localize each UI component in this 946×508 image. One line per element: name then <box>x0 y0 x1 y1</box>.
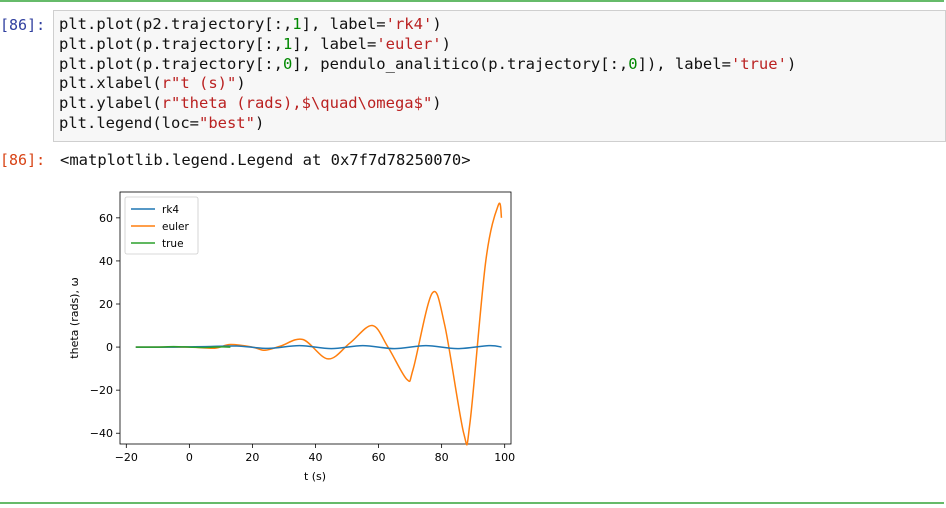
code-line[interactable]: plt.plot(p2.trajectory[:,1], label='rk4'… <box>59 15 941 35</box>
x-tick-label: 60 <box>372 451 386 464</box>
code-token: ) <box>786 54 797 73</box>
code-token: ]), label= <box>637 54 731 73</box>
x-tick-label: −20 <box>115 451 138 464</box>
code-line[interactable]: plt.ylabel(r"theta (rads),$\quad\omega$"… <box>59 94 941 114</box>
code-token: ], pendulo_analitico(p.trajectory[:, <box>292 54 629 73</box>
y-tick-label: 0 <box>106 341 113 354</box>
output-text: <matplotlib.legend.Legend at 0x7f7d78250… <box>60 151 471 169</box>
code-line[interactable]: plt.plot(p.trajectory[:,0], pendulo_anal… <box>59 55 941 75</box>
code-token: plt.ylabel( <box>59 94 162 113</box>
code-editor[interactable]: plt.plot(p2.trajectory[:,1], label='rk4'… <box>53 10 946 142</box>
y-tick-label: 60 <box>99 212 113 225</box>
legend: rk4 euler true <box>124 196 199 255</box>
plot-output: −40 −20 0 20 40 60 −20 0 20 40 60 80 100 t (s) thet… <box>60 180 530 490</box>
code-token: plt.plot(p.trajectory[:, <box>59 34 283 53</box>
code-token: 'rk4' <box>385 15 433 33</box>
x-tick-label: 20 <box>245 451 259 464</box>
series-line-euler <box>135 202 503 446</box>
code-token: 0 <box>282 54 293 73</box>
code-token: 1 <box>282 34 293 53</box>
code-token: plt.plot(p.trajectory[:, <box>59 54 283 73</box>
code-line[interactable]: plt.legend(loc="best") <box>59 114 941 134</box>
code-token: ) <box>441 34 451 53</box>
x-tick-label: 40 <box>309 451 323 464</box>
legend-label-rk4: rk4 <box>162 204 179 216</box>
x-tick-label: 0 <box>186 451 193 464</box>
code-token: ) <box>432 94 442 113</box>
output-prompt: [86]: <box>0 151 46 169</box>
y-axis-label: theta (rads), ω <box>68 277 81 358</box>
code-token: plt.xlabel( <box>59 74 162 93</box>
x-tick-label: 80 <box>435 451 449 464</box>
code-token: ) <box>254 113 265 132</box>
y-tick-label: −20 <box>90 384 113 397</box>
legend-label-true: true <box>162 238 184 250</box>
code-token: r"theta (rads),$\quad\omega$" <box>161 94 433 113</box>
code-line[interactable]: plt.plot(p.trajectory[:,1], label='euler… <box>59 35 941 55</box>
series-line-rk4 <box>135 344 502 350</box>
code-token: 'true' <box>730 54 787 73</box>
series-line-true <box>135 345 231 349</box>
y-tick-label: 40 <box>99 255 113 268</box>
code-text[interactable]: plt.plot(p2.trajectory[:,1], label='rk4'… <box>59 15 941 134</box>
code-token: 0 <box>628 54 638 73</box>
code-token: ) <box>236 74 246 93</box>
legend-label-euler: euler <box>162 221 189 233</box>
code-token: plt.legend(loc= <box>59 113 199 132</box>
code-token: ], label= <box>292 34 377 53</box>
code-token: "best" <box>198 113 255 132</box>
code-token: plt.plot(p2.trajectory[:, <box>59 15 293 33</box>
legend-box <box>124 196 199 255</box>
code-token: r"t (s)" <box>161 74 237 93</box>
x-tick-label: 100 <box>494 451 515 464</box>
code-token: ) <box>432 15 442 33</box>
code-token: 1 <box>292 15 302 33</box>
x-axis-label: t (s) <box>304 470 326 483</box>
code-line[interactable]: plt.xlabel(r"t (s)") <box>59 74 941 94</box>
code-token: 'euler' <box>376 34 442 53</box>
y-tick-label: 20 <box>99 298 113 311</box>
code-token: ], label= <box>301 15 386 33</box>
input-prompt: [86]: <box>0 16 46 34</box>
y-tick-label: −40 <box>90 427 113 440</box>
